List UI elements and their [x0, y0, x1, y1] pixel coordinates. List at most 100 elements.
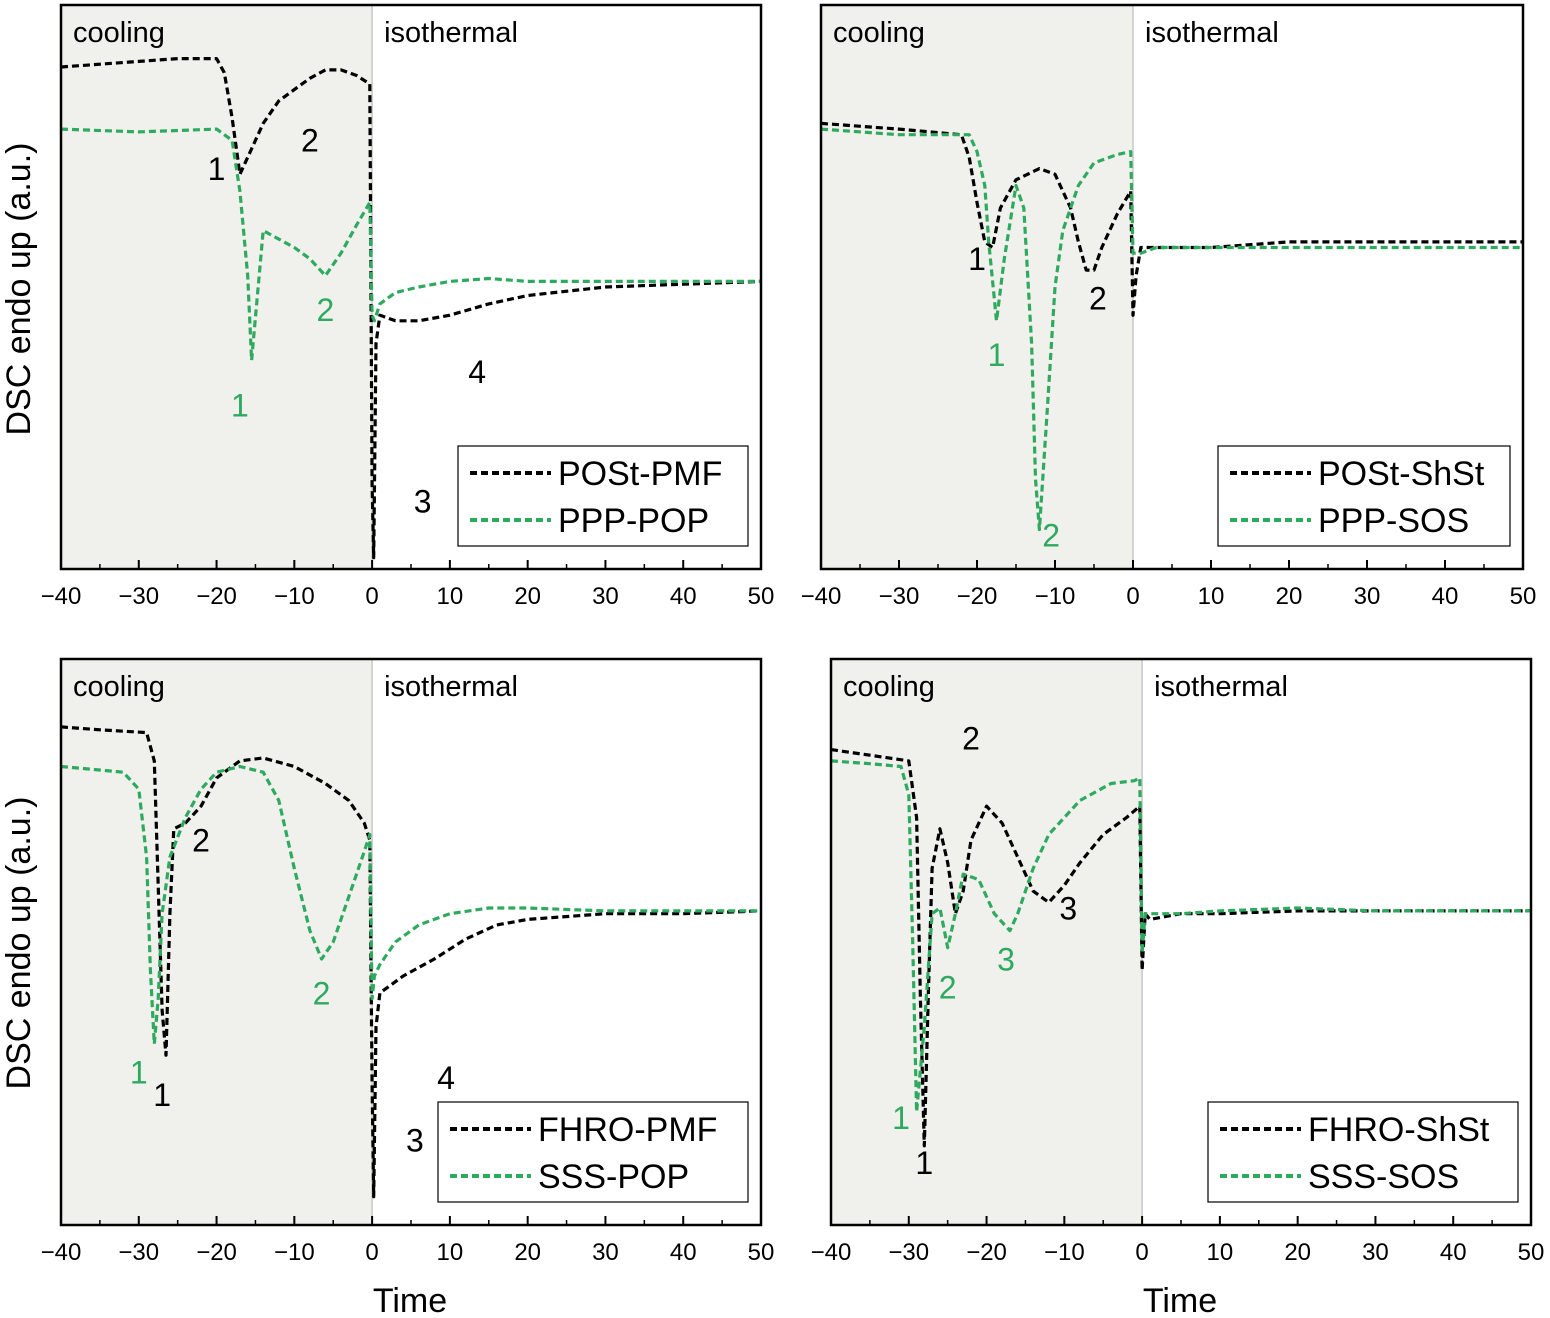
legend-box — [457, 445, 749, 547]
series-line-sss-pop — [60, 764, 761, 1046]
series-line-fhro-pmf — [60, 725, 762, 1199]
region-label-cooling: cooling — [843, 671, 935, 703]
x-tick-label: 50 — [748, 1239, 775, 1266]
panel-top-left: cooling isothermal 1 2 1 2 3 4 −40 −30 −20 −10 0 10 20… — [41, 3, 775, 610]
region-label-isothermal: isothermal — [384, 17, 518, 49]
peak-label: 2 — [1089, 281, 1107, 317]
legend-label: POSt-ShSt — [1318, 455, 1485, 493]
region-label-cooling: cooling — [833, 17, 925, 49]
series-line-post-shst — [820, 121, 1523, 317]
x-tick-label: 50 — [1518, 1239, 1545, 1266]
series-line-post-pmf — [60, 57, 762, 560]
legend-label: FHRO-PMF — [538, 1111, 717, 1149]
peak-label: 1 — [968, 241, 986, 277]
region-cooling-shade — [821, 5, 1133, 569]
y-axis-title-top: DSC endo up (a.u.) — [0, 143, 38, 436]
x-tick-label: 30 — [1362, 1239, 1389, 1266]
region-label-isothermal: isothermal — [384, 671, 518, 703]
x-tick-label: 20 — [1276, 583, 1303, 610]
peak-label: 1 — [915, 1145, 933, 1181]
x-tick-label: −40 — [801, 583, 842, 610]
legend-label: SSS-POP — [538, 1158, 689, 1196]
x-tick-label: −10 — [274, 1239, 315, 1266]
legend-label: PPP-SOS — [1318, 502, 1469, 540]
x-tick-label: 30 — [592, 1239, 619, 1266]
legend-label: FHRO-ShSt — [1308, 1111, 1490, 1149]
panel-bottom-left: cooling isothermal 11 2 2 34 −40 −30 −20 −10 0 10 20… — [41, 657, 775, 1266]
x-axis-title-left: Time — [373, 1282, 447, 1318]
region-label-cooling: cooling — [73, 17, 165, 49]
x-tick-label: −20 — [966, 1239, 1007, 1266]
x-tick-label: −40 — [41, 1239, 82, 1266]
region-label-cooling: cooling — [73, 671, 165, 703]
x-tick-label: 0 — [365, 583, 378, 610]
peak-label: 3 — [406, 1122, 424, 1158]
x-tick-label: −30 — [879, 583, 920, 610]
peak-label: 2 — [317, 292, 335, 328]
x-tick-label: −10 — [274, 583, 315, 610]
x-tick-label: −30 — [118, 583, 159, 610]
peak-label: 2 — [301, 123, 319, 159]
peak-label: 1 — [130, 1055, 148, 1091]
peak-label: 3 — [414, 484, 432, 520]
x-tick-label: 10 — [437, 583, 464, 610]
x-axis-title-right: Time — [1143, 1282, 1217, 1318]
peak-label: 2 — [192, 822, 210, 858]
region-cooling-shade — [831, 659, 1143, 1225]
legend: FHRO-PMF SSS-POP — [437, 1101, 749, 1203]
x-tick-label: 0 — [1135, 1239, 1148, 1266]
peak-label: 1 — [988, 337, 1006, 373]
x-tick-label: 0 — [1126, 583, 1139, 610]
peak-label: 1 — [153, 1077, 171, 1113]
legend-label: POSt-PMF — [558, 455, 722, 493]
legend-box — [437, 1101, 749, 1203]
x-tick-label: 50 — [1510, 583, 1537, 610]
x-tick-label: 10 — [1207, 1239, 1234, 1266]
x-tick-label: −40 — [41, 583, 82, 610]
x-tick-label: 20 — [1284, 1239, 1311, 1266]
peak-label: 4 — [437, 1060, 455, 1096]
x-tick-label: 40 — [670, 583, 697, 610]
legend-box — [1207, 1101, 1519, 1203]
peak-label: 2 — [313, 975, 331, 1011]
peak-label: 1 — [231, 388, 249, 424]
series-line-ppp-sos — [820, 127, 1523, 532]
peak-label: 1 — [892, 1100, 910, 1136]
panel-top-right: cooling isothermal 1 2 1 2 −40 −30 −20 −10 0 10 20 30… — [801, 3, 1537, 610]
legend: POSt-PMF PPP-POP — [457, 445, 749, 547]
x-tick-label: 50 — [748, 583, 775, 610]
legend-label: PPP-POP — [558, 502, 709, 540]
x-tick-label: −20 — [957, 583, 998, 610]
x-tick-label: −20 — [196, 1239, 237, 1266]
series-line-sss-sos — [830, 759, 1531, 1114]
x-tick-label: 10 — [437, 1239, 464, 1266]
peak-label: 2 — [939, 970, 957, 1006]
region-label-isothermal: isothermal — [1145, 17, 1279, 49]
x-tick-label: 10 — [1198, 583, 1225, 610]
x-tick-label: 40 — [1440, 1239, 1467, 1266]
x-tick-label: −20 — [196, 583, 237, 610]
panel-bottom-right: cooling isothermal 11 2 2 3 3 −40 −30 −20 −10 0 10 20… — [811, 657, 1545, 1266]
x-tick-label: −40 — [811, 1239, 852, 1266]
peak-label: 1 — [208, 151, 226, 187]
peak-label: 3 — [997, 941, 1015, 977]
legend: POSt-ShSt PPP-SOS — [1217, 445, 1511, 547]
legend-box — [1217, 445, 1511, 547]
x-tick-label: 0 — [365, 1239, 378, 1266]
x-tick-label: −30 — [118, 1239, 159, 1266]
y-axis-title-bottom: DSC endo up (a.u.) — [0, 797, 38, 1090]
x-tick-label: 20 — [514, 1239, 541, 1266]
x-tick-label: 20 — [514, 583, 541, 610]
peak-label: 2 — [1042, 517, 1060, 553]
region-cooling-shade — [61, 5, 373, 569]
peak-label: 2 — [962, 721, 980, 757]
legend: FHRO-ShSt SSS-SOS — [1207, 1101, 1519, 1203]
x-tick-label: −30 — [888, 1239, 929, 1266]
x-tick-label: 30 — [1354, 583, 1381, 610]
peak-label: 4 — [468, 354, 486, 390]
peak-label: 3 — [1059, 890, 1077, 926]
legend-label: SSS-SOS — [1308, 1158, 1459, 1196]
region-label-isothermal: isothermal — [1154, 671, 1288, 703]
